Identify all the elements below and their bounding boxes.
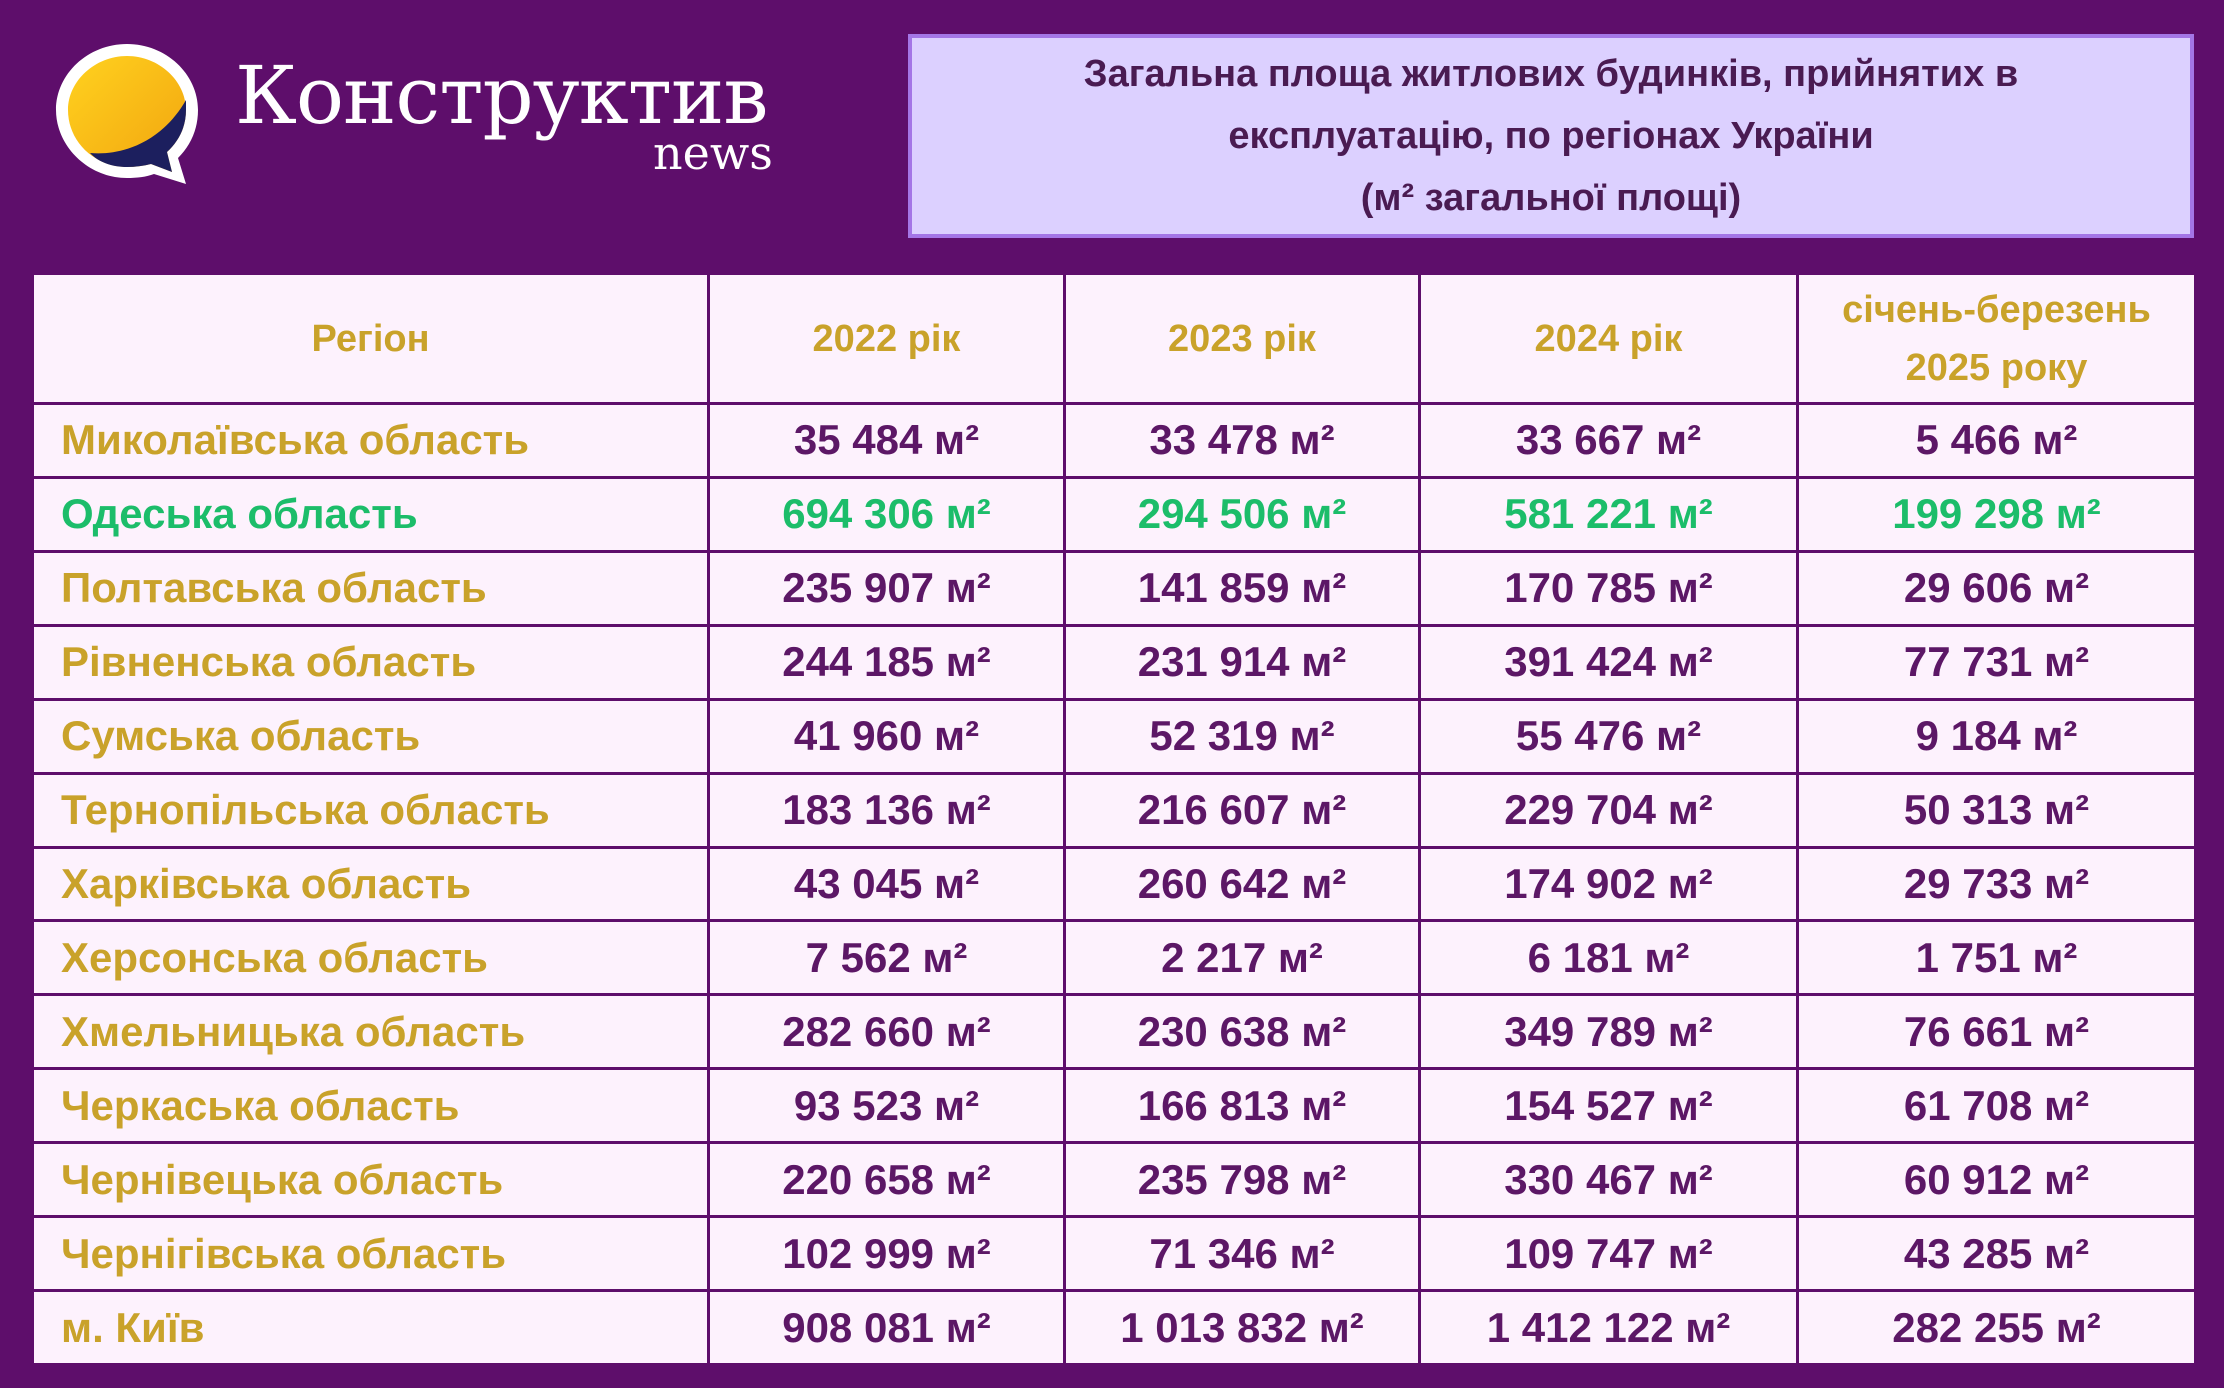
table-row: Рівненська область 244 185 м² 231 914 м² 39… [31,623,2197,701]
column-header-q1-2025: січень-березень 2025 року [1796,272,2197,405]
value-2022-cell: 220 658 м² [707,1141,1066,1219]
value-2023-cell: 235 798 м² [1063,1141,1421,1219]
title-line-1: Загальна площа житлових будинків, прийня… [1083,53,2019,95]
table-header-row: Регіон 2022 рік 2023 рік 2024 рік січень… [31,272,2197,405]
value-2023-cell: 33 478 м² [1063,402,1421,479]
region-cell: Херсонська область [31,919,710,997]
table-row: Одеська область 694 306 м² 294 506 м² 581 2… [31,475,2197,553]
value-2023-cell: 230 638 м² [1063,993,1421,1071]
value-2023-cell: 231 914 м² [1063,623,1421,701]
table-row: Харківська область 43 045 м² 260 642 м² 174… [31,845,2197,923]
region-cell: Рівненська область [31,623,710,701]
column-header-2024: 2024 рік [1418,272,1799,405]
value-2023-cell: 2 217 м² [1063,919,1421,997]
value-2023-cell: 71 346 м² [1063,1215,1421,1293]
table-row: Сумська область 41 960 м² 52 319 м² 55 476 … [31,697,2197,775]
value-q1-2025-cell: 50 313 м² [1796,771,2197,849]
value-2023-cell: 141 859 м² [1063,549,1421,627]
value-2024-cell: 174 902 м² [1418,845,1799,923]
value-2024-cell: 581 221 м² [1418,475,1799,553]
value-2024-cell: 349 789 м² [1418,993,1799,1071]
value-q1-2025-cell: 60 912 м² [1796,1141,2197,1219]
value-q1-2025-cell: 76 661 м² [1796,993,2197,1071]
column-header-region: Регіон [31,272,710,405]
value-2022-cell: 183 136 м² [707,771,1066,849]
value-q1-2025-cell: 43 285 м² [1796,1215,2197,1293]
table-row: Черкаська область 93 523 м² 166 813 м² 154 … [31,1067,2197,1145]
value-q1-2025-cell: 282 255 м² [1796,1289,2197,1366]
value-2022-cell: 41 960 м² [707,697,1066,775]
title-line-2: експлуатацію, по регіонах України [1228,115,1874,157]
value-2023-cell: 1 013 832 м² [1063,1289,1421,1366]
value-q1-2025-cell: 29 606 м² [1796,549,2197,627]
value-2023-cell: 166 813 м² [1063,1067,1421,1145]
value-2023-cell: 260 642 м² [1063,845,1421,923]
region-cell: Черкаська область [31,1067,710,1145]
value-2024-cell: 170 785 м² [1418,549,1799,627]
value-2023-cell: 52 319 м² [1063,697,1421,775]
brand-name: Конструктив [235,49,768,142]
value-2022-cell: 694 306 м² [707,475,1066,553]
region-cell: Чернівецька область [31,1141,710,1219]
value-2024-cell: 330 467 м² [1418,1141,1799,1219]
chart-title-box: Загальна площа житлових будинків, прийня… [908,34,2194,238]
value-q1-2025-cell: 61 708 м² [1796,1067,2197,1145]
region-cell: Миколаївська область [31,402,710,479]
region-cell: Одеська область [31,475,710,553]
table-row: Херсонська область 7 562 м² 2 217 м² 6 181 … [31,919,2197,997]
value-2022-cell: 235 907 м² [707,549,1066,627]
table-body: Миколаївська область 35 484 м² 33 478 м² 33… [31,402,2197,1366]
brand-subtitle: news [653,126,773,180]
region-cell: м. Київ [31,1289,710,1366]
value-q1-2025-cell: 1 751 м² [1796,919,2197,997]
region-cell: Харківська область [31,845,710,923]
table-row: м. Київ 908 081 м² 1 013 832 м² 1 412 122 м… [31,1289,2197,1366]
value-2024-cell: 6 181 м² [1418,919,1799,997]
region-cell: Сумська область [31,697,710,775]
value-2022-cell: 93 523 м² [707,1067,1066,1145]
value-2024-cell: 33 667 м² [1418,402,1799,479]
value-q1-2025-cell: 9 184 м² [1796,697,2197,775]
speech-bubble-logo-icon [56,44,198,184]
region-cell: Хмельницька область [31,993,710,1071]
region-cell: Тернопільська область [31,771,710,849]
title-line-3: (м² загальної площі) [1360,177,1742,219]
value-2023-cell: 216 607 м² [1063,771,1421,849]
region-cell: Чернігівська область [31,1215,710,1293]
value-2024-cell: 1 412 122 м² [1418,1289,1799,1366]
value-2024-cell: 109 747 м² [1418,1215,1799,1293]
table-row: Чернівецька область 220 658 м² 235 798 м² 3… [31,1141,2197,1219]
column-header-2023: 2023 рік [1063,272,1421,405]
value-2022-cell: 244 185 м² [707,623,1066,701]
value-q1-2025-cell: 77 731 м² [1796,623,2197,701]
table-row: Хмельницька область 282 660 м² 230 638 м² 3… [31,993,2197,1071]
column-header-q1-line-1: січень-березень [1842,288,2151,331]
value-2022-cell: 35 484 м² [707,402,1066,479]
value-2022-cell: 282 660 м² [707,993,1066,1071]
table-row: Полтавська область 235 907 м² 141 859 м² 17… [31,549,2197,627]
housing-area-table: Регіон 2022 рік 2023 рік 2024 рік січень… [31,272,2197,1366]
value-2024-cell: 154 527 м² [1418,1067,1799,1145]
region-cell: Полтавська область [31,549,710,627]
brand-logo: Конструктив news [50,38,773,198]
value-2024-cell: 229 704 м² [1418,771,1799,849]
value-q1-2025-cell: 5 466 м² [1796,402,2197,479]
value-2024-cell: 55 476 м² [1418,697,1799,775]
value-2022-cell: 7 562 м² [707,919,1066,997]
value-2022-cell: 908 081 м² [707,1289,1066,1366]
table-row: Миколаївська область 35 484 м² 33 478 м² 33… [31,402,2197,479]
value-q1-2025-cell: 199 298 м² [1796,475,2197,553]
value-q1-2025-cell: 29 733 м² [1796,845,2197,923]
value-2024-cell: 391 424 м² [1418,623,1799,701]
value-2022-cell: 102 999 м² [707,1215,1066,1293]
column-header-q1-line-2: 2025 року [1905,346,2088,389]
table-row: Чернігівська область 102 999 м² 71 346 м² 1… [31,1215,2197,1293]
value-2022-cell: 43 045 м² [707,845,1066,923]
value-2023-cell: 294 506 м² [1063,475,1421,553]
column-header-2022: 2022 рік [707,272,1066,405]
table-row: Тернопільська область 183 136 м² 216 607 м… [31,771,2197,849]
